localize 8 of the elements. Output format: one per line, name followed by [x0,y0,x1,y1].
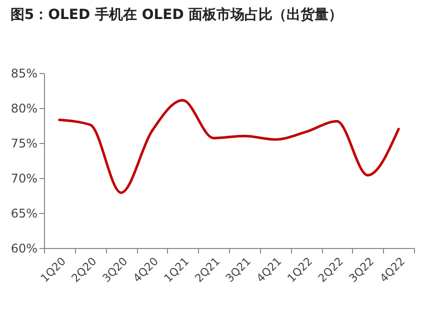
y-tick-label: 80% [10,102,38,116]
y-tick-label: 65% [10,206,38,220]
chart-title: 图5：OLED 手机在 OLED 面板市场占比（出货量） [10,6,343,23]
y-tick-label: 75% [10,136,38,150]
y-tick-label: 70% [10,172,38,186]
line-series [58,99,400,194]
y-tick-label: 85% [10,66,38,80]
y-tick-label: 60% [10,242,38,256]
